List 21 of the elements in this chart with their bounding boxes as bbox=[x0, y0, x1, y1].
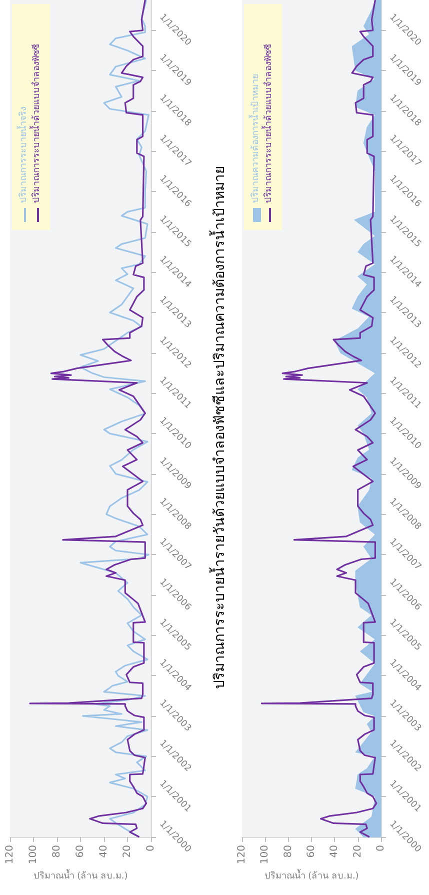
x-axis-title: ปริมาณน้ำ (ล้าน ลบ.ม.) bbox=[264, 868, 359, 882]
x-tick-label: 60 bbox=[306, 845, 317, 858]
text: ปริมาณความต้องการน้ำเป้าหมาย bbox=[250, 74, 262, 203]
x-axis-title: ปริมาณน้ำ (ล้าน ลบ.ม.) bbox=[33, 868, 128, 882]
x-tick-label: 40 bbox=[98, 845, 110, 858]
text: ปริมาณการระบายน้ำด้วยแบบจำลองฟัซซี bbox=[31, 44, 43, 203]
x-tick-label: 20 bbox=[122, 845, 133, 858]
x-tick-label: 120 bbox=[236, 845, 248, 864]
x-tick-label: 120 bbox=[4, 845, 16, 864]
x-tick-label: 40 bbox=[329, 845, 340, 858]
text: ปริมาณการระบายน้ำจริง bbox=[18, 107, 30, 203]
x-tick-label: 100 bbox=[28, 845, 39, 864]
text: ปริมาณการระบายน้ำรายวันด้วยแบบจำลองฟัซซีและปริมาณความต้องการน้ำเป้าหมาย bbox=[209, 166, 228, 689]
x-tick-label: 100 bbox=[260, 845, 271, 864]
x-tick-label: 0 bbox=[376, 845, 386, 852]
x-tick-label: 0 bbox=[146, 845, 156, 852]
x-tick-label: 20 bbox=[352, 845, 364, 858]
text: ปริมาณการระบายน้ำด้วยแบบจำลองฟัซซี bbox=[263, 44, 275, 203]
x-tick-label: 80 bbox=[282, 845, 294, 858]
x-tick-label: 60 bbox=[75, 845, 86, 858]
x-tick-label: 80 bbox=[52, 845, 62, 858]
